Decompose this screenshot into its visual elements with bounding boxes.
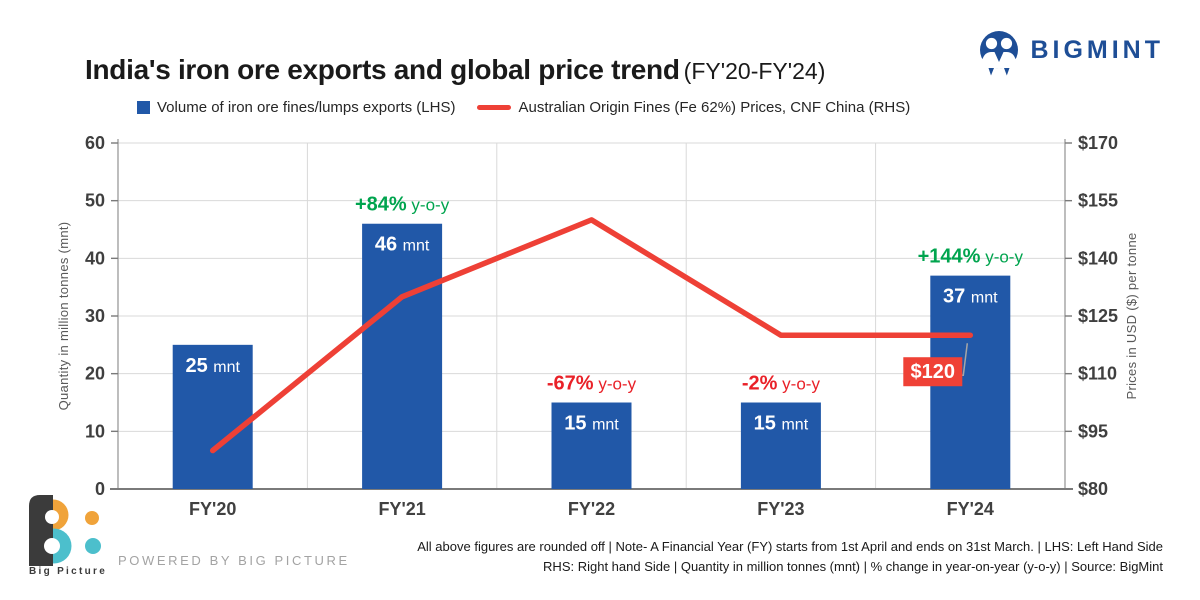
svg-text:$125: $125 xyxy=(1078,306,1118,326)
svg-text:+84% y-o-y: +84% y-o-y xyxy=(355,194,450,216)
svg-text:Prices in USD ($) per tonne: Prices in USD ($) per tonne xyxy=(1124,232,1139,399)
svg-text:-2% y-o-y: -2% y-o-y xyxy=(742,373,821,395)
svg-text:10: 10 xyxy=(85,421,105,441)
big-picture-logo xyxy=(28,489,108,572)
legend-label-volume: Volume of iron ore fines/lumps exports (… xyxy=(157,99,456,116)
svg-text:$155: $155 xyxy=(1078,191,1118,211)
svg-text:$140: $140 xyxy=(1078,248,1118,268)
title-main: India's iron ore exports and global pric… xyxy=(85,54,680,85)
svg-text:FY'24: FY'24 xyxy=(947,499,994,519)
footnote-line-1: All above figures are rounded off | Note… xyxy=(417,539,1163,554)
svg-text:$120: $120 xyxy=(911,361,956,383)
svg-text:60: 60 xyxy=(85,133,105,153)
svg-text:46 mnt: 46 mnt xyxy=(375,234,430,256)
svg-text:$170: $170 xyxy=(1078,133,1118,153)
powered-by-label: POWERED BY BIG PICTURE xyxy=(118,553,350,568)
price-line xyxy=(209,217,974,454)
svg-text:Quantity in million tonnes (mn: Quantity in million tonnes (mnt) xyxy=(56,222,71,411)
category-labels: FY'20 FY'21 FY'22 FY'23 FY'24 xyxy=(189,499,994,519)
volume-bars: 25 mnt 46 mnt 15 mnt 15 mnt 37 mnt xyxy=(172,223,1011,489)
gridlines xyxy=(118,142,1065,489)
line-series-swatch xyxy=(477,105,512,110)
svg-text:15 mnt: 15 mnt xyxy=(754,413,809,435)
svg-text:$110: $110 xyxy=(1078,364,1117,384)
svg-text:40: 40 xyxy=(85,248,105,268)
svg-text:15 mnt: 15 mnt xyxy=(564,413,619,435)
svg-text:FY'21: FY'21 xyxy=(378,499,425,519)
title-range: (FY'20-FY'24) xyxy=(683,58,826,84)
bigmint-wordmark: BIGMINT xyxy=(1030,35,1164,64)
bar-series-swatch xyxy=(137,101,150,114)
svg-text:37 mnt: 37 mnt xyxy=(943,286,998,308)
svg-text:30: 30 xyxy=(85,306,105,326)
footnotes: All above figures are rounded off | Note… xyxy=(417,537,1163,576)
footnote-line-2: RHS: Right hand Side | Quantity in milli… xyxy=(543,558,1163,574)
svg-text:FY'23: FY'23 xyxy=(757,499,804,519)
svg-text:FY'22: FY'22 xyxy=(568,499,615,519)
legend-label-price: Australian Origin Fines (Fe 62%) Prices,… xyxy=(518,99,911,116)
svg-text:20: 20 xyxy=(85,364,105,384)
bigmint-logo: BIGMINT xyxy=(975,24,1164,76)
big-picture-b-icon xyxy=(29,495,101,566)
svg-text:$80: $80 xyxy=(1078,479,1108,499)
axis-titles: Quantity in million tonnes (mnt) Prices i… xyxy=(56,222,1139,411)
chart-legend: Volume of iron ore fines/lumps exports (… xyxy=(137,99,910,116)
bigmint-people-icon xyxy=(980,31,1019,76)
svg-text:-67% y-o-y: -67% y-o-y xyxy=(547,373,637,395)
page-title: India's iron ore exports and global pric… xyxy=(85,50,825,87)
legend-item-price: Australian Origin Fines (Fe 62%) Prices,… xyxy=(477,99,910,116)
big-picture-wordmark: Big Picture xyxy=(29,566,108,577)
svg-text:+144% y-o-y: +144% y-o-y xyxy=(918,246,1024,268)
legend-item-volume: Volume of iron ore fines/lumps exports (… xyxy=(137,99,455,116)
yoy-annotations: +84% y-o-y -67% y-o-y -2% y-o-y +144% y-o-y xyxy=(355,194,1023,395)
price-callout: $120 xyxy=(903,343,969,387)
svg-text:FY'20: FY'20 xyxy=(189,499,236,519)
svg-text:$95: $95 xyxy=(1078,421,1108,441)
svg-text:50: 50 xyxy=(85,191,105,211)
svg-text:25 mnt: 25 mnt xyxy=(185,355,240,377)
